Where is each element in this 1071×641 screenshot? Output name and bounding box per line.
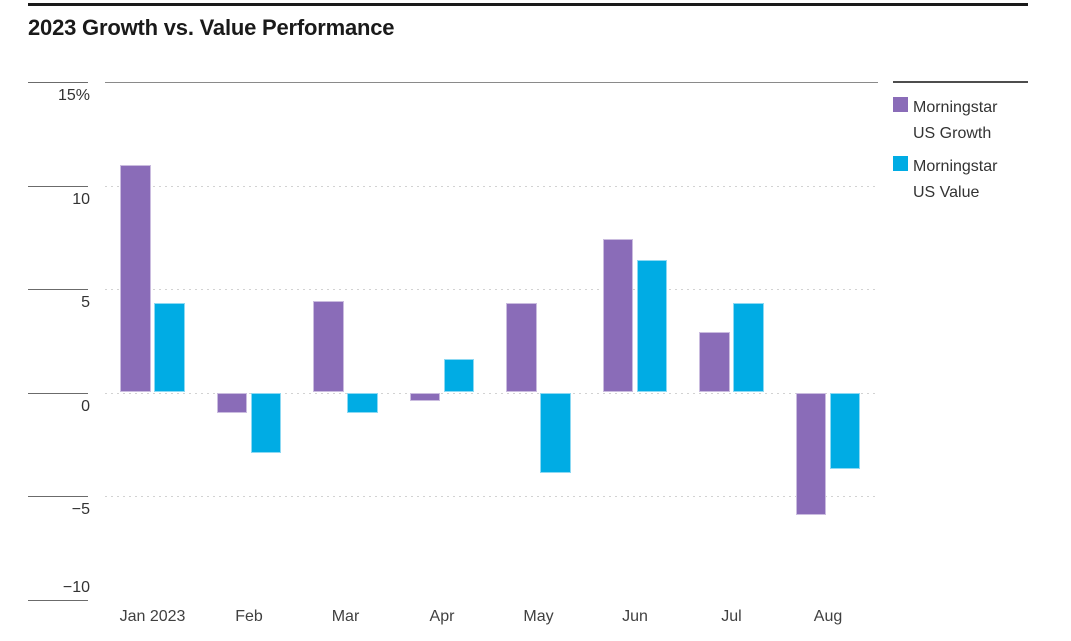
legend-swatch-growth xyxy=(893,97,908,112)
x-tick-label-jul: Jul xyxy=(721,608,742,625)
legend-label: Morningstar US Value xyxy=(913,158,998,201)
legend-item-growth: Morningstar US Growth xyxy=(893,95,1033,147)
legend-rule xyxy=(893,81,1028,83)
y-tick-line-0 xyxy=(28,392,88,394)
y-tick-line-5 xyxy=(28,289,88,290)
bar-mar-value xyxy=(347,392,378,414)
x-tick-label-aug: Aug xyxy=(813,608,843,625)
bar-may-growth xyxy=(506,303,537,393)
y-tick-label-0: 0 xyxy=(81,397,90,415)
y-tick-line-15 xyxy=(28,82,88,83)
bar-jan-value xyxy=(154,303,185,393)
gridline-0 xyxy=(105,392,878,394)
x-tick-label-may: May xyxy=(523,608,554,625)
bar-aug-growth xyxy=(795,392,826,515)
bar-jun-growth xyxy=(602,239,633,393)
bar-may-value xyxy=(540,392,571,474)
y-tick-line--5 xyxy=(28,496,88,497)
y-tick-label--5: −5 xyxy=(71,501,90,518)
title-rule xyxy=(28,3,1028,6)
gridline-15 xyxy=(105,82,878,83)
y-tick-label--10: −10 xyxy=(62,578,90,596)
chart-title: 2023 Growth vs. Value Performance xyxy=(28,15,395,40)
legend-swatch-value xyxy=(893,156,908,171)
legend-item-value: Morningstar US Value xyxy=(893,154,1033,206)
bar-jun-value xyxy=(636,260,667,393)
bar-apr-value xyxy=(443,359,474,393)
gridline-5 xyxy=(105,289,878,290)
y-tick-label-5: 5 xyxy=(81,294,90,311)
bar-feb-value xyxy=(250,392,281,453)
bar-jan-growth xyxy=(120,164,151,393)
bar-apr-growth xyxy=(409,392,440,401)
x-tick-label-jun: Jun xyxy=(622,608,648,625)
x-tick-label-jan: Jan 2023 xyxy=(119,608,186,625)
x-tick-label-apr: Apr xyxy=(429,608,455,625)
y-tick-line--10 xyxy=(28,599,88,601)
bar-jul-growth xyxy=(699,332,730,393)
y-tick-label-15: 15% xyxy=(57,87,90,104)
legend-label: Morningstar US Growth xyxy=(913,99,998,142)
bar-jul-value xyxy=(733,303,764,393)
x-tick-label-feb: Feb xyxy=(235,608,263,625)
bar-aug-value xyxy=(829,392,860,470)
y-tick-line-10 xyxy=(28,185,88,187)
gridline-10 xyxy=(105,185,878,187)
y-tick-label-10: 10 xyxy=(72,190,90,208)
bar-feb-growth xyxy=(216,392,247,414)
x-tick-label-mar: Mar xyxy=(331,608,360,625)
gridline--5 xyxy=(105,496,878,497)
bar-mar-growth xyxy=(313,301,344,393)
